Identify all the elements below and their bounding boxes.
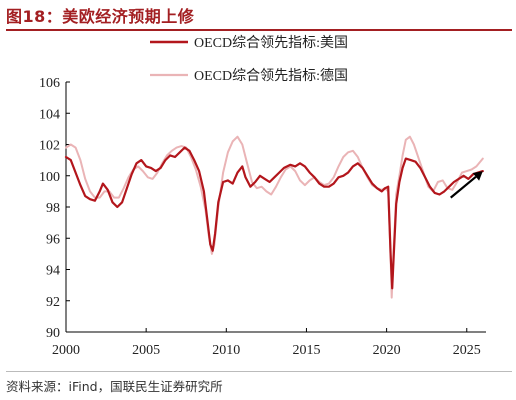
series-line-germany (65, 135, 484, 299)
x-tick-label: 2000 (52, 343, 80, 358)
y-tick-label: 106 (39, 76, 60, 91)
title-underline (6, 29, 512, 31)
x-tick-label: 2015 (292, 343, 320, 358)
trend-arrow-shaft (450, 175, 477, 199)
y-tick-label: 98 (46, 201, 60, 216)
x-tick-label: 2025 (453, 343, 481, 358)
footer-divider (6, 371, 512, 372)
legend-label-germany: OECD综合领先指标:德国 (194, 68, 348, 84)
x-tick-label: 2005 (132, 343, 160, 358)
series-line-us (64, 146, 484, 290)
source-note: 资料来源：iFind，国联民生证券研究所 (6, 379, 223, 394)
legend-label-us: OECD综合领先指标:美国 (194, 35, 348, 51)
y-tick-label: 102 (39, 139, 60, 154)
y-tick-label: 90 (46, 326, 60, 341)
annotation-layer (450, 171, 483, 199)
x-tick-label: 2020 (373, 343, 401, 358)
y-tick-label: 100 (39, 170, 60, 185)
trend-arrow-head (472, 171, 483, 181)
series-layer (64, 135, 484, 299)
y-tick-label: 94 (46, 264, 60, 279)
y-tick-label: 104 (39, 107, 60, 122)
chart-axes: 90 92 94 96 98 100 102 104 106 2000 2005 2010 2015 20… (39, 76, 486, 358)
x-tick-label: 2010 (212, 343, 240, 358)
figure-title: 图18：美欧经济预期上修 (6, 7, 195, 26)
y-tick-label: 96 (46, 232, 60, 247)
chart-legend: OECD综合领先指标:美国 OECD综合领先指标:德国 (150, 35, 348, 84)
y-tick-label: 92 (46, 295, 60, 310)
